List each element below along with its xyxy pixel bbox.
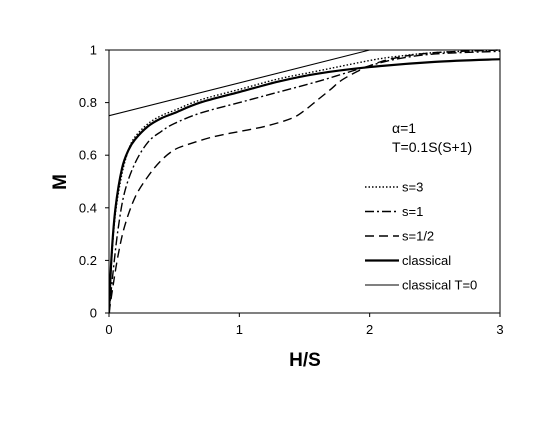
legend-label-s-1-2: s=1/2 bbox=[402, 229, 434, 244]
legend-label-classical-t-0: classical T=0 bbox=[402, 278, 477, 293]
y-tick-label: 0.4 bbox=[79, 200, 97, 215]
annotation-block: α=1 T=0.1S(S+1) bbox=[392, 120, 472, 155]
plot-frame bbox=[108, 49, 501, 314]
annotation-alpha: α=1 bbox=[392, 120, 416, 136]
x-axis-label: H/S bbox=[289, 350, 321, 371]
y-tick-label: 1 bbox=[90, 43, 97, 58]
series-lines bbox=[109, 49, 500, 313]
y-tick-label: 0.8 bbox=[79, 95, 97, 110]
tick-labels: 0 1 2 3 0 0.2 0.4 0.6 0.8 1 bbox=[79, 43, 504, 338]
legend-label-s-1: s=1 bbox=[402, 204, 423, 219]
series-line-classical bbox=[109, 58, 500, 313]
y-tick-label: 0 bbox=[90, 306, 97, 321]
x-tick-label: 2 bbox=[366, 322, 373, 337]
legend: s=3 s=1 s=1/2 classical classical T=0 bbox=[365, 180, 477, 293]
x-tick-label: 3 bbox=[496, 322, 503, 337]
annotation-t: T=0.1S(S+1) bbox=[392, 139, 472, 155]
series-line-s-1-2 bbox=[109, 49, 500, 313]
axes bbox=[105, 49, 501, 317]
series-line-classical-t-0 bbox=[109, 49, 500, 117]
y-axis-label: M bbox=[50, 174, 71, 190]
y-tick-label: 0.6 bbox=[79, 148, 97, 163]
series-line-s-3 bbox=[109, 49, 500, 313]
x-tick-label: 1 bbox=[236, 322, 243, 337]
x-tick-label: 0 bbox=[105, 322, 112, 337]
y-tick-label: 0.2 bbox=[79, 253, 97, 268]
series-line-s-1 bbox=[109, 50, 500, 313]
legend-label-s-3: s=3 bbox=[402, 180, 423, 195]
legend-label-classical: classical bbox=[402, 253, 451, 268]
